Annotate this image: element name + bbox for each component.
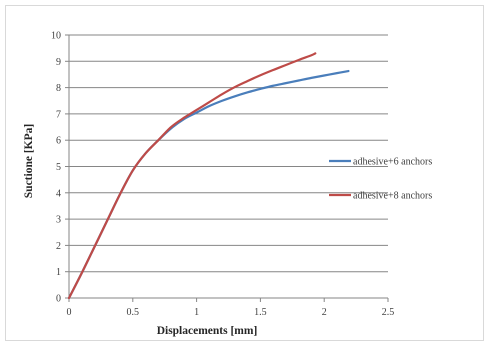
y-tick-label: 2 (56, 241, 61, 252)
series-line-2 (67, 52, 317, 300)
y-tick-label: 4 (56, 188, 61, 199)
chart-area: 0 0.5 1 1.5 2 2.5 0 1 2 3 4 5 6 7 8 9 10 adhesive+6 anc… (5, 5, 484, 341)
legend-label-2: adhesive+8 anchors (353, 191, 432, 202)
y-tick-label: 6 (56, 136, 61, 147)
y-tick-label: 3 (56, 215, 61, 226)
y-tick-label: 0 (56, 294, 61, 305)
x-tick-label: 1 (194, 307, 199, 318)
x-tick-label: 2.5 (382, 307, 395, 318)
y-tick-label: 8 (56, 83, 61, 94)
series-lines (67, 52, 350, 300)
legend-label-1: adhesive+6 anchors (353, 157, 432, 168)
y-axis-title: Suctione [KPa] (23, 124, 35, 198)
legend: adhesive+6 anchors adhesive+8 anchors (329, 157, 432, 202)
x-tick-label: 0 (67, 307, 72, 318)
x-tick-label: 0.5 (127, 307, 140, 318)
y-tick-labels: 0 1 2 3 4 5 6 7 8 9 10 (51, 31, 61, 305)
gridlines (69, 34, 388, 273)
y-tick-label: 9 (56, 57, 61, 68)
line-chart: 0 0.5 1 1.5 2 2.5 0 1 2 3 4 5 6 7 8 9 10 adhesive+6 anc… (23, 31, 432, 338)
y-tick-label: 10 (51, 31, 61, 42)
y-tick-label: 1 (56, 267, 61, 278)
x-tick-label: 2 (322, 307, 327, 318)
series-line-1 (67, 69, 350, 300)
y-tick-label: 7 (56, 109, 61, 120)
x-axis-title: Displacements [mm] (157, 325, 258, 337)
x-tick-label: 1.5 (254, 307, 267, 318)
x-tick-labels: 0 0.5 1 1.5 2 2.5 (67, 307, 395, 318)
axes (65, 34, 389, 302)
y-tick-label: 5 (56, 162, 61, 173)
